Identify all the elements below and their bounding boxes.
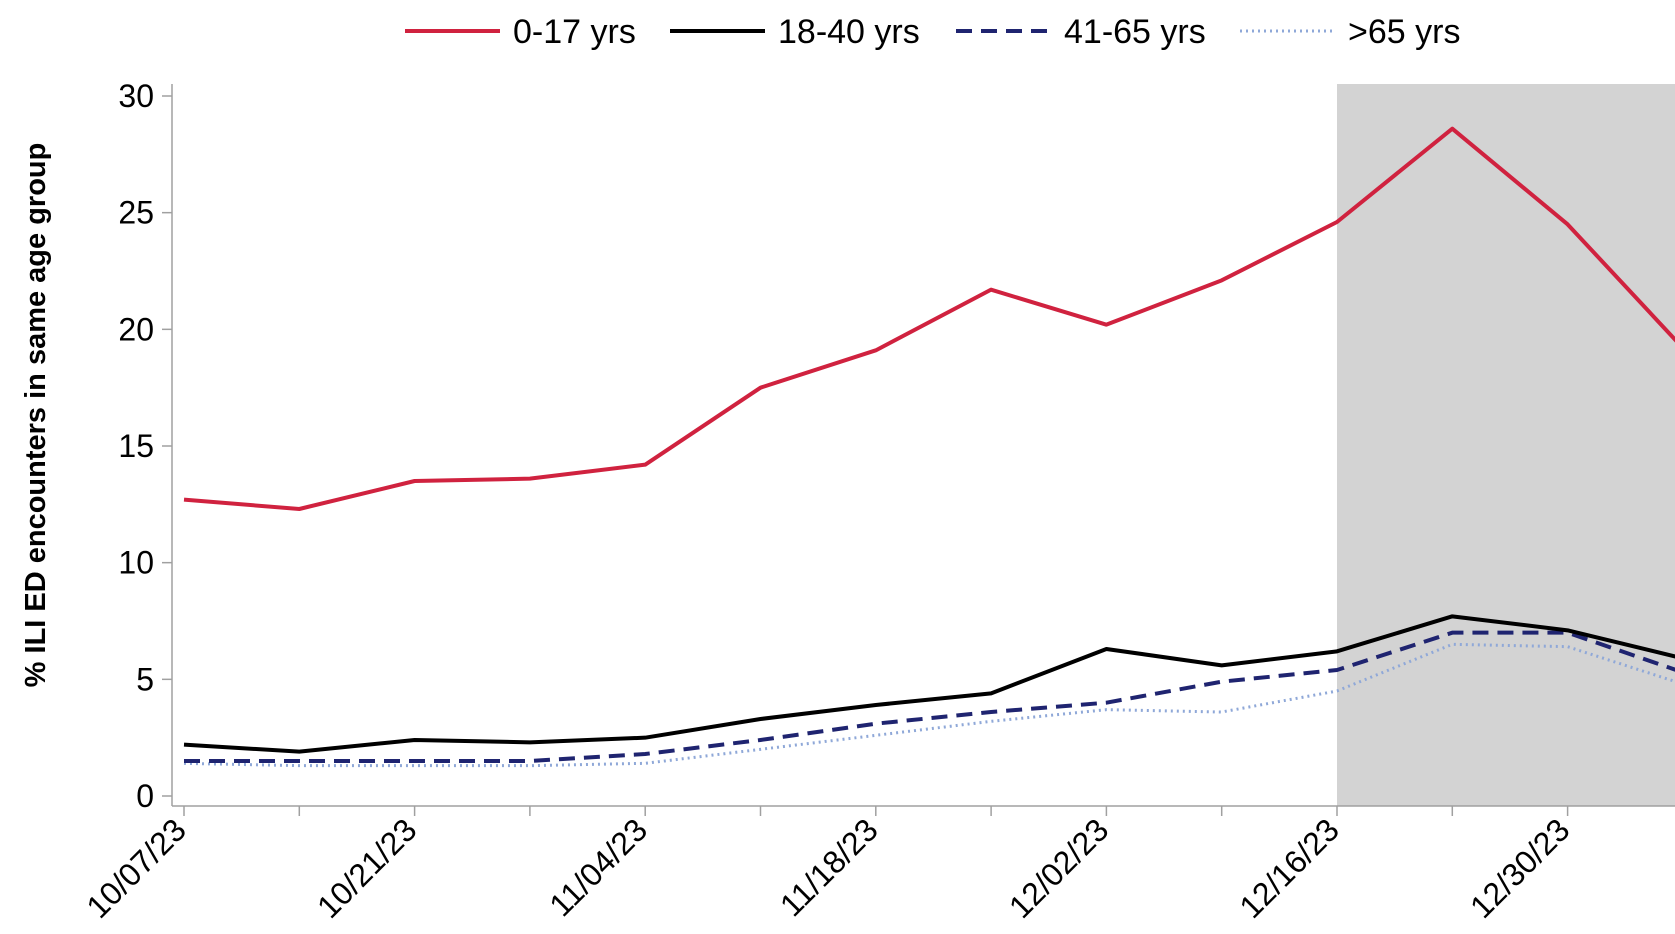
x-tick-label: 10/07/23 — [79, 811, 193, 925]
series-line-1 — [183, 614, 1675, 754]
legend-label-0: 0-17 yrs — [513, 13, 636, 51]
y-tick-label: 25 — [118, 195, 154, 231]
x-tick-label: 10/21/23 — [310, 811, 424, 925]
x-tick-label: 12/16/23 — [1232, 811, 1346, 925]
x-tick-label: 12/02/23 — [1002, 811, 1116, 925]
legend-label-3: >65 yrs — [1348, 13, 1460, 51]
x-tick-label: 11/18/23 — [773, 811, 885, 923]
y-tick-label: 5 — [136, 661, 154, 697]
y-tick-label: 30 — [118, 78, 154, 114]
shaded-period — [1337, 84, 1675, 806]
series-line-3 — [183, 642, 1675, 768]
series-line-2 — [184, 630, 1675, 763]
y-tick-label: 20 — [118, 311, 154, 347]
series-line-0 — [183, 126, 1675, 511]
x-tick-label: 11/04/23 — [542, 811, 654, 923]
legend-label-1: 18-40 yrs — [778, 13, 920, 51]
y-tick-label: 15 — [118, 428, 154, 464]
y-tick-label: 10 — [118, 545, 154, 581]
y-tick-label: 0 — [136, 778, 154, 814]
x-tick-label: 12/30/23 — [1463, 811, 1577, 925]
legend-label-2: 41-65 yrs — [1064, 13, 1206, 51]
y-axis-title: % ILI ED encounters in same age group — [20, 143, 52, 688]
